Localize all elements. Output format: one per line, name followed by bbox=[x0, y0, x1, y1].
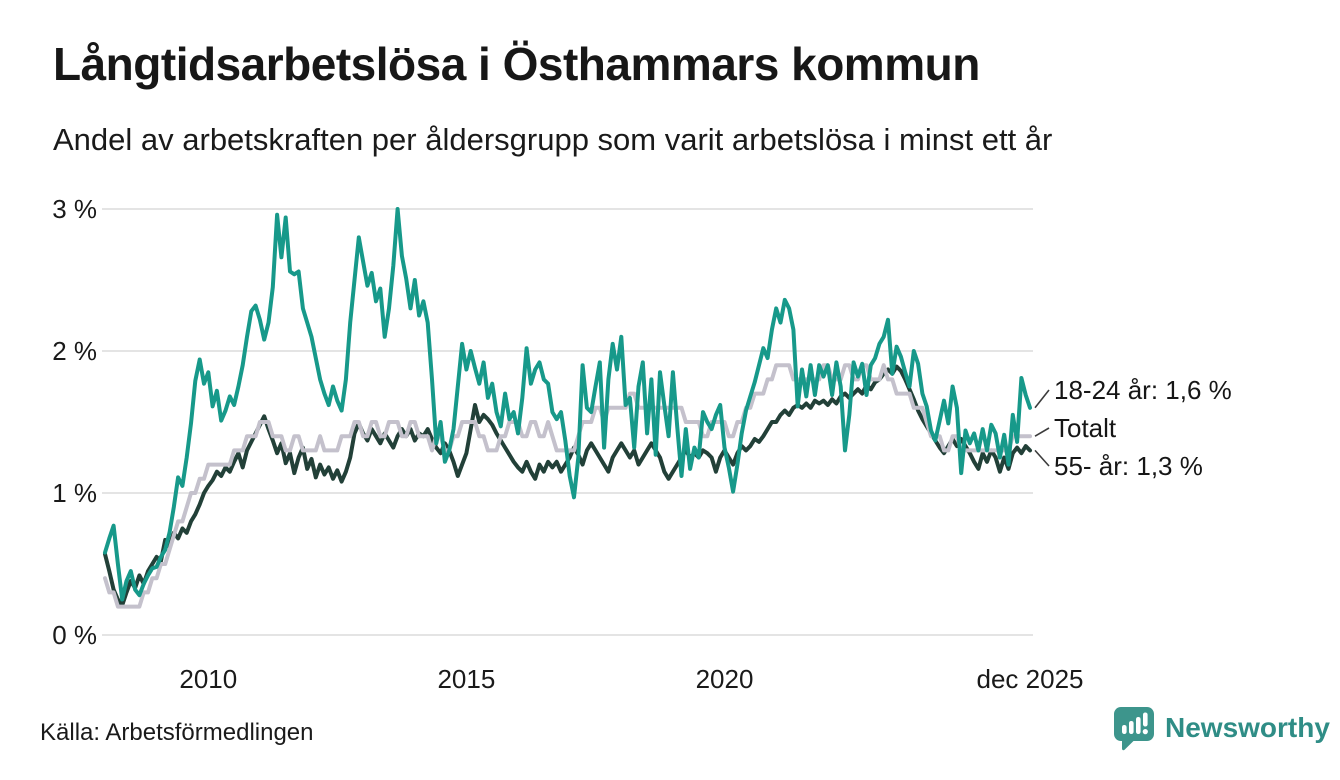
x-axis-tick-label: 2020 bbox=[696, 664, 754, 694]
series-line-age-55-plus bbox=[103, 364, 1032, 608]
series-label-connector-age-18-24 bbox=[1034, 389, 1050, 409]
page-subtitle: Andel av arbetskraften per åldersgrupp s… bbox=[53, 122, 1053, 157]
series-end-label-total: Totalt bbox=[1054, 413, 1117, 443]
x-axis-tick-label: 2015 bbox=[437, 664, 495, 694]
x-axis-tick-label: dec 2025 bbox=[977, 664, 1084, 694]
series-line-total bbox=[103, 363, 1032, 609]
series-label-connector-total bbox=[1034, 427, 1050, 437]
y-axis-tick-label: 2 % bbox=[52, 336, 97, 366]
source-note: Källa: Arbetsförmedlingen bbox=[40, 719, 314, 746]
newsworthy-logo: Newsworthy bbox=[1112, 705, 1330, 751]
series-end-label-age-55-plus: 55- år: 1,3 % bbox=[1054, 451, 1203, 481]
series-line-age-18-24 bbox=[103, 207, 1032, 602]
y-axis-tick-label: 0 % bbox=[52, 620, 97, 650]
y-axis-tick-label: 3 % bbox=[52, 194, 97, 224]
page-title: Långtidsarbetslösa i Östhammars kommun bbox=[53, 38, 980, 90]
series-end-label-age-18-24: 18-24 år: 1,6 % bbox=[1054, 375, 1232, 405]
newsworthy-bubble-chart-icon bbox=[1114, 707, 1154, 751]
newsworthy-logo-text: Newsworthy bbox=[1165, 712, 1330, 743]
y-axis-tick-label: 1 % bbox=[52, 478, 97, 508]
x-axis-tick-label: 2010 bbox=[179, 664, 237, 694]
series-label-connector-age-55-plus bbox=[1034, 449, 1050, 467]
